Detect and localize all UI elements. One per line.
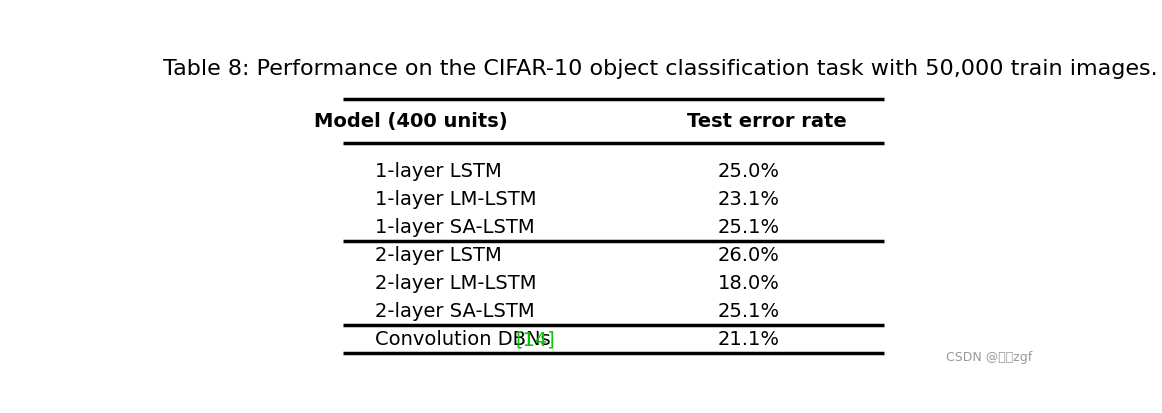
Text: 2-layer LM-LSTM: 2-layer LM-LSTM bbox=[375, 274, 537, 293]
Text: Test error rate: Test error rate bbox=[687, 112, 846, 131]
Text: 1-layer LSTM: 1-layer LSTM bbox=[375, 162, 502, 181]
Text: CSDN @敖行zgf: CSDN @敖行zgf bbox=[946, 351, 1032, 364]
Text: Convolution DBNs: Convolution DBNs bbox=[375, 330, 557, 349]
Text: 1-layer SA-LSTM: 1-layer SA-LSTM bbox=[375, 218, 535, 237]
Text: Table 8: Performance on the CIFAR-10 object classification task with 50,000 trai: Table 8: Performance on the CIFAR-10 obj… bbox=[163, 59, 1157, 79]
Text: 2-layer LSTM: 2-layer LSTM bbox=[375, 247, 502, 266]
Text: 21.1%: 21.1% bbox=[718, 330, 780, 349]
Text: [14]: [14] bbox=[516, 330, 555, 349]
Text: 1-layer LM-LSTM: 1-layer LM-LSTM bbox=[375, 190, 537, 209]
Text: 25.1%: 25.1% bbox=[718, 302, 780, 321]
Text: 26.0%: 26.0% bbox=[718, 247, 780, 266]
Text: 2-layer SA-LSTM: 2-layer SA-LSTM bbox=[375, 302, 535, 321]
Text: 18.0%: 18.0% bbox=[718, 274, 780, 293]
Text: 25.0%: 25.0% bbox=[718, 162, 780, 181]
Text: Model (400 units): Model (400 units) bbox=[314, 112, 508, 131]
Text: 25.1%: 25.1% bbox=[718, 218, 780, 237]
Text: 23.1%: 23.1% bbox=[718, 190, 780, 209]
